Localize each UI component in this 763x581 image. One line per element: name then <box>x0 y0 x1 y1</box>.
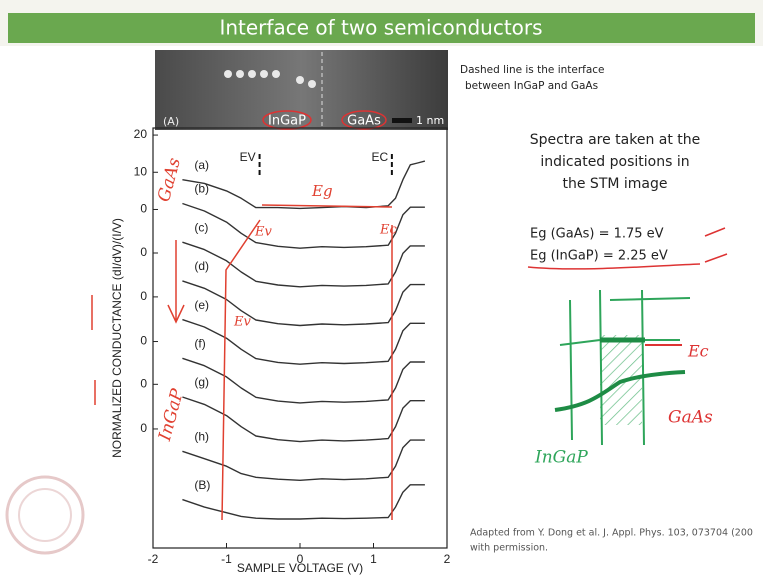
stm-panel: (A) <box>163 115 179 128</box>
spectrum-line <box>182 241 425 288</box>
sketch-band <box>554 370 686 412</box>
curve-label: (e) <box>194 298 209 312</box>
hand-arrow <box>91 240 185 405</box>
gap-note: Eg (GaAs) = 1.75 eV <box>530 227 664 242</box>
hand-label: Ec <box>379 223 397 238</box>
x-tick-label: -1 <box>221 552 232 566</box>
y-tick-label: 0 <box>140 421 147 435</box>
hand-underline <box>527 227 728 270</box>
scale-bar <box>392 118 412 123</box>
hand-circle <box>262 110 312 130</box>
spectrum-line <box>182 484 425 520</box>
hand-circle <box>341 110 387 130</box>
annotation: EV <box>240 150 256 164</box>
hand-label: Ev <box>233 315 251 330</box>
curve-label: (g) <box>194 375 209 389</box>
annotation: EC <box>372 150 389 164</box>
hand-label: Eg <box>311 182 333 200</box>
curve-label: (f) <box>194 336 205 350</box>
curve-label: (b) <box>194 182 209 196</box>
y-tick-label: 20 <box>134 127 148 141</box>
y-tick-label: 0 <box>140 245 147 259</box>
curve-label: (B) <box>194 478 210 492</box>
x-tick-label: 0 <box>297 552 304 566</box>
spectrum-line <box>182 202 425 249</box>
citation: Adapted from Y. Dong et al. J. Appl. Phy… <box>470 528 753 539</box>
note: between InGaP and GaAs <box>465 80 598 92</box>
slide-title: Interface of two semiconductors <box>219 16 542 40</box>
note: indicated positions in <box>540 154 689 170</box>
stm-background <box>155 50 448 130</box>
curve-label: (c) <box>194 220 208 234</box>
citation: with permission. <box>470 543 548 554</box>
stm-image: (A) InGaP GaAs 1 nm <box>155 50 448 130</box>
y-tick-label: 0 <box>140 376 147 390</box>
y-tick-label: 10 <box>134 164 148 178</box>
stm-label: GaAs <box>347 114 381 129</box>
note: Dashed line is the interface <box>460 64 605 76</box>
spectrum-line <box>182 318 425 365</box>
spectrum-line <box>182 439 425 481</box>
hand-label: InGaP <box>534 448 588 468</box>
spectrum-line <box>182 396 425 443</box>
chart-handwriting: GaAs InGaP Eg Ev Ec Ev <box>91 155 397 521</box>
y-tick-label: 0 <box>140 334 147 348</box>
x-axis-label: SAMPLE VOLTAGE (V) <box>237 561 363 575</box>
curve-label: (d) <box>194 259 209 273</box>
stm-atoms <box>224 70 316 88</box>
note: the STM image <box>563 176 668 192</box>
hand-lines <box>221 204 393 521</box>
band-sketch: Ec GaAs InGaP <box>534 289 713 468</box>
hand-label: GaAs <box>154 155 185 204</box>
x-tick-label: 1 <box>370 552 377 566</box>
stm-label: InGaP <box>268 114 306 129</box>
spectrum-line <box>182 160 426 210</box>
logo <box>5 475 85 555</box>
scale-label: 1 nm <box>416 114 444 127</box>
hand-label: GaAs <box>668 408 713 428</box>
title-bar <box>8 13 755 43</box>
chart: NORMALIZED CONDUCTANCE (dI/dV)/(I/V) SAM… <box>110 127 450 575</box>
gap-note: Eg (InGaP) = 2.25 eV <box>530 249 668 264</box>
note: Spectra are taken at the <box>530 132 701 148</box>
spectrum-line <box>182 357 425 404</box>
logo-inner <box>18 488 72 542</box>
hand-label: Ev <box>254 225 272 240</box>
y-axis-label: NORMALIZED CONDUCTANCE (dI/dV)/(I/V) <box>110 218 124 458</box>
spectrum-line <box>182 280 425 327</box>
y-tick-label: 0 <box>140 202 147 216</box>
hand-label: InGaP <box>155 386 188 444</box>
x-tick-label: -2 <box>148 552 159 566</box>
hand-label: Ec <box>687 342 709 361</box>
curve-label: (a) <box>194 158 209 172</box>
y-tick-label: 0 <box>140 289 147 303</box>
curve-label: (h) <box>194 429 209 443</box>
x-tick-label: 2 <box>444 552 451 566</box>
